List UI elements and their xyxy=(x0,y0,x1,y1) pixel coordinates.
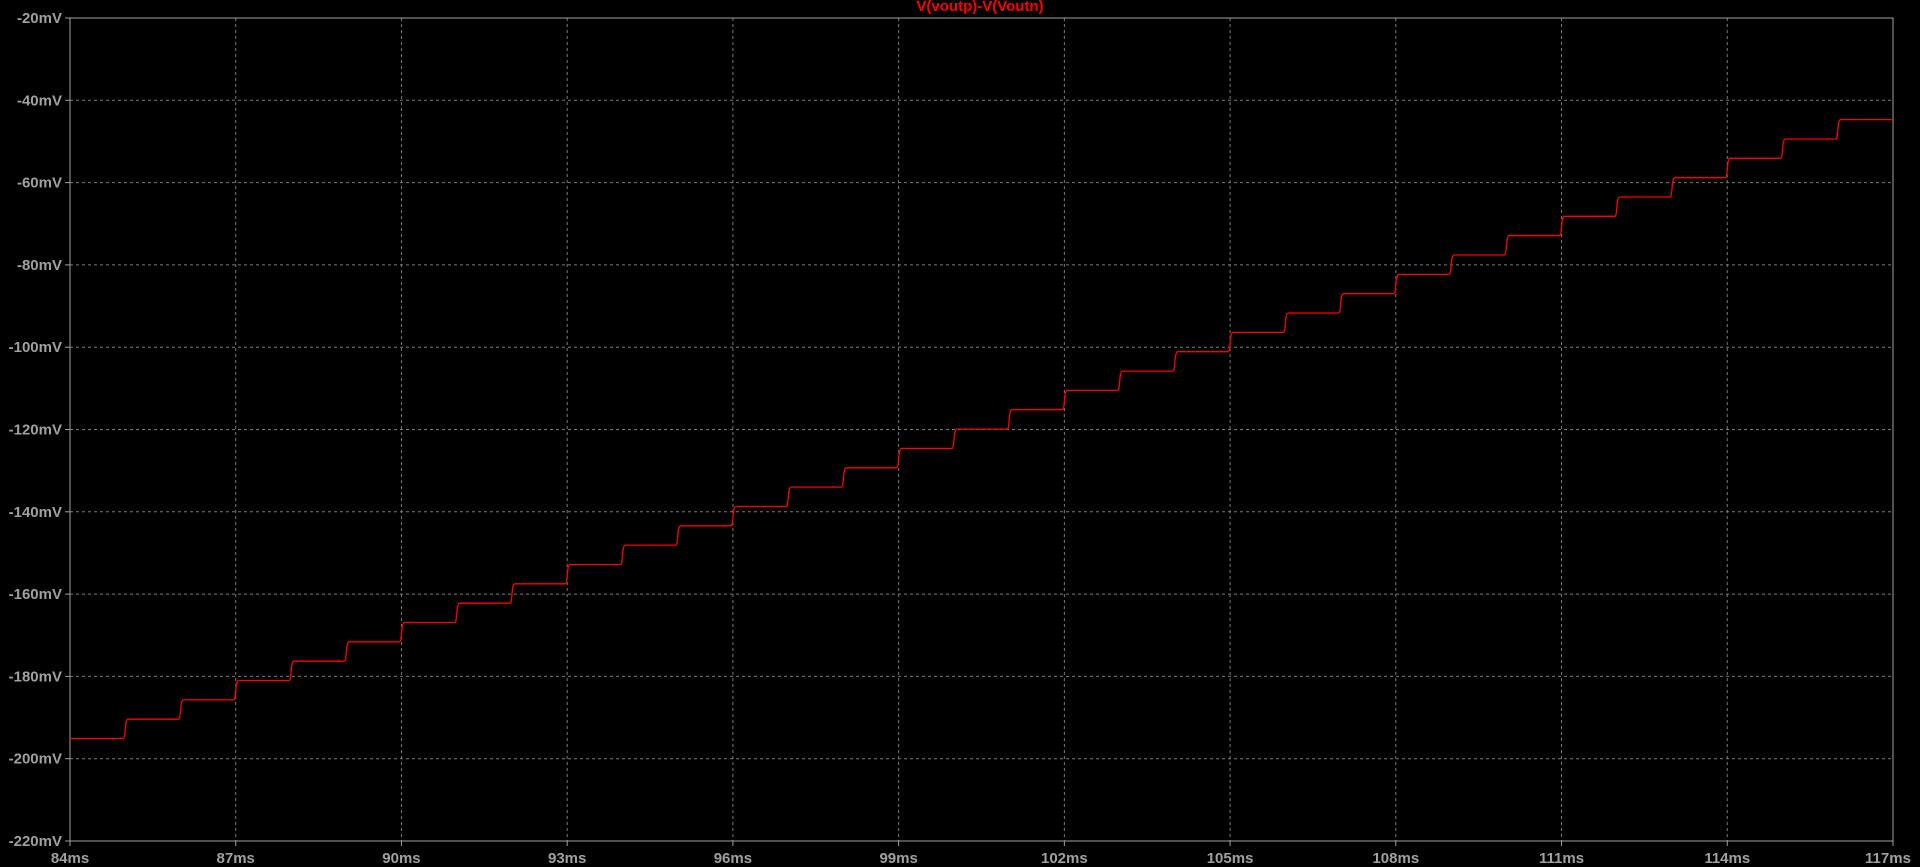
y-tick-label: -160mV xyxy=(9,586,62,603)
y-tick-label: -200mV xyxy=(9,751,62,768)
x-tick-label: 111ms xyxy=(1539,850,1584,867)
x-tick-label: 84ms xyxy=(51,850,89,867)
x-tick-label: 93ms xyxy=(548,850,586,867)
y-tick-label: -40mV xyxy=(17,92,62,109)
y-tick-label: -180mV xyxy=(9,668,62,685)
x-tick-label: 105ms xyxy=(1207,850,1254,867)
y-tick-label: -80mV xyxy=(17,257,62,274)
y-tick-label: -100mV xyxy=(9,339,62,356)
x-tick-label: 96ms xyxy=(714,850,752,867)
x-tick-label: 99ms xyxy=(879,850,917,867)
y-axis-ticks: -20mV -40mV -60mV -80mV -100mV -120mV -140mV -1… xyxy=(9,10,70,850)
x-tick-label: 90ms xyxy=(382,850,420,867)
series-line xyxy=(70,118,1893,740)
x-tick-label: 114ms xyxy=(1704,850,1750,867)
x-axis-ticks: 84ms 87ms 90ms 93ms 96ms 99ms 102ms 105ms 108ms 1… xyxy=(51,841,1911,867)
chart-title: V(voutp)-V(Voutn) xyxy=(916,0,1043,15)
y-tick-label: -140mV xyxy=(9,504,62,521)
grid xyxy=(70,18,1893,841)
x-tick-label: 87ms xyxy=(217,850,255,867)
y-tick-label: -220mV xyxy=(9,833,62,850)
x-tick-label: 102ms xyxy=(1041,850,1088,867)
y-tick-label: -20mV xyxy=(17,10,62,27)
x-tick-label: 117ms xyxy=(1865,850,1911,867)
series-layer xyxy=(70,118,1893,740)
y-tick-label: -120mV xyxy=(9,422,62,439)
x-tick-label: 108ms xyxy=(1372,850,1419,867)
y-tick-label: -60mV xyxy=(17,175,62,192)
